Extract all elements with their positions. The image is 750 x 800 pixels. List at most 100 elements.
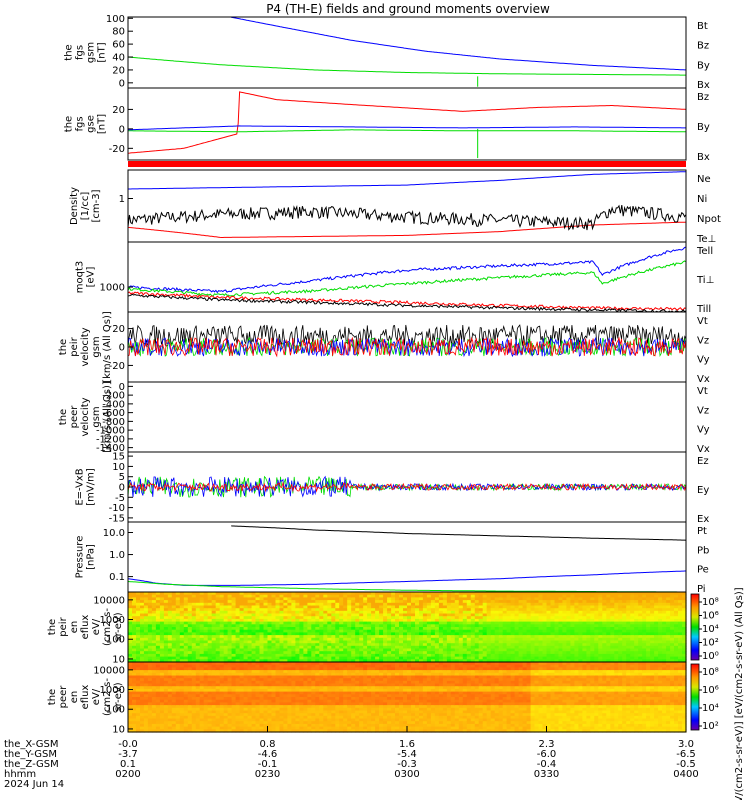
heatmap-cell [335, 624, 340, 628]
heatmap-cell [438, 640, 444, 644]
heatmap-cell [538, 640, 544, 644]
heatmap-cell [207, 621, 213, 625]
heatmap-cell [211, 632, 217, 636]
heatmap-cell [211, 643, 217, 647]
heatmap-cell [140, 705, 145, 709]
heatmap-cell [275, 707, 281, 712]
heatmap-cell [247, 643, 253, 647]
heatmap-cell [279, 721, 285, 725]
heatmap-cell [422, 651, 428, 655]
heatmap-cell [211, 718, 217, 722]
heatmap-cell [630, 653, 635, 658]
heatmap-cell [163, 600, 169, 604]
heatmap-cell [331, 640, 336, 644]
heatmap-cell [526, 627, 532, 631]
heatmap-cell [227, 702, 233, 706]
heatmap-cell [143, 610, 149, 615]
heatmap-cell [327, 653, 332, 658]
heatmap-cell [450, 613, 456, 617]
heatmap-cell [415, 613, 420, 617]
heatmap-cell [546, 632, 552, 636]
heatmap-cell [255, 608, 261, 612]
heatmap-cell [140, 729, 145, 733]
heatmap-cell [335, 645, 340, 650]
heatmap-cell [195, 705, 201, 709]
heatmap-cell [486, 618, 492, 623]
heatmap-cell [287, 608, 292, 612]
heatmap-cell [279, 629, 285, 633]
heatmap-cell [554, 602, 560, 607]
heatmap-cell [275, 632, 281, 636]
heatmap-cell [395, 600, 400, 604]
heatmap-cell [610, 621, 615, 625]
heatmap-cell [243, 718, 249, 722]
heatmap-cell [263, 713, 269, 717]
heatmap-cell [618, 618, 623, 623]
heatmap-cell [159, 713, 165, 717]
heatmap-cell [383, 608, 388, 612]
heatmap-cell [518, 643, 524, 647]
heatmap-cell [606, 627, 611, 631]
heatmap-cell [291, 608, 296, 612]
heatmap-cell [379, 602, 384, 607]
heatmap-cell [247, 597, 253, 601]
heatmap-cell [622, 629, 627, 633]
heatmap-cell [171, 672, 177, 677]
heatmap-cell [530, 610, 536, 615]
heatmap-cell [143, 691, 149, 695]
heatmap-cell [267, 729, 273, 733]
heatmap-cell [426, 651, 432, 655]
heatmap-cell [167, 635, 173, 639]
heatmap-cell [199, 707, 205, 712]
heatmap-cell [147, 597, 153, 601]
heatmap-cell [638, 635, 643, 639]
heatmap-cell [554, 637, 560, 642]
series-Ne-line [127, 221, 687, 238]
heatmap-cell [239, 697, 245, 701]
heatmap-cell [255, 648, 261, 652]
heatmap-cell [450, 616, 456, 620]
heatmap-cell [207, 726, 213, 730]
heatmap-cell [662, 592, 667, 596]
heatmap-cell [163, 597, 169, 601]
heatmap-cell [223, 640, 229, 644]
heatmap-cell [506, 640, 512, 644]
heatmap-cell [140, 713, 145, 717]
heatmap-cell [207, 600, 213, 604]
heatmap-cell [498, 656, 504, 660]
heatmap-cell [586, 600, 591, 604]
heatmap-cell [638, 616, 643, 620]
panel-frame [127, 87, 687, 161]
heatmap-cell [211, 680, 217, 685]
heatmap-cell [315, 627, 320, 631]
heatmap-cell [175, 672, 181, 677]
heatmap-cell [399, 648, 404, 652]
heatmap-cell [419, 613, 424, 617]
heatmap-cell [319, 637, 324, 642]
heatmap-cell [430, 613, 436, 617]
heatmap-cell [191, 592, 197, 596]
heatmap-cell [259, 697, 265, 701]
heatmap-cell [450, 635, 456, 639]
heatmap-cell [259, 718, 265, 722]
heatmap-cell [622, 600, 627, 604]
heatmap-cell [454, 594, 460, 598]
heatmap-cell [399, 624, 404, 628]
heatmap-cell [183, 635, 189, 639]
heatmap-cell [666, 653, 671, 658]
heatmap-cell [263, 592, 269, 596]
heatmap-cell [526, 605, 532, 609]
heatmap-cell [646, 618, 651, 623]
heatmap-cell [231, 688, 237, 693]
heatmap-cell [195, 653, 201, 658]
heatmap-cell [299, 597, 304, 601]
heatmap-cell [510, 653, 516, 658]
heatmap-cell [279, 608, 285, 612]
heatmap-cell [235, 648, 241, 652]
heatmap-cell [259, 643, 265, 647]
heatmap-cell [371, 624, 376, 628]
heatmap-cell [411, 653, 416, 658]
heatmap-cell [175, 621, 181, 625]
y-axis-label-line: fgs [75, 45, 86, 60]
heatmap-cell [143, 624, 149, 628]
